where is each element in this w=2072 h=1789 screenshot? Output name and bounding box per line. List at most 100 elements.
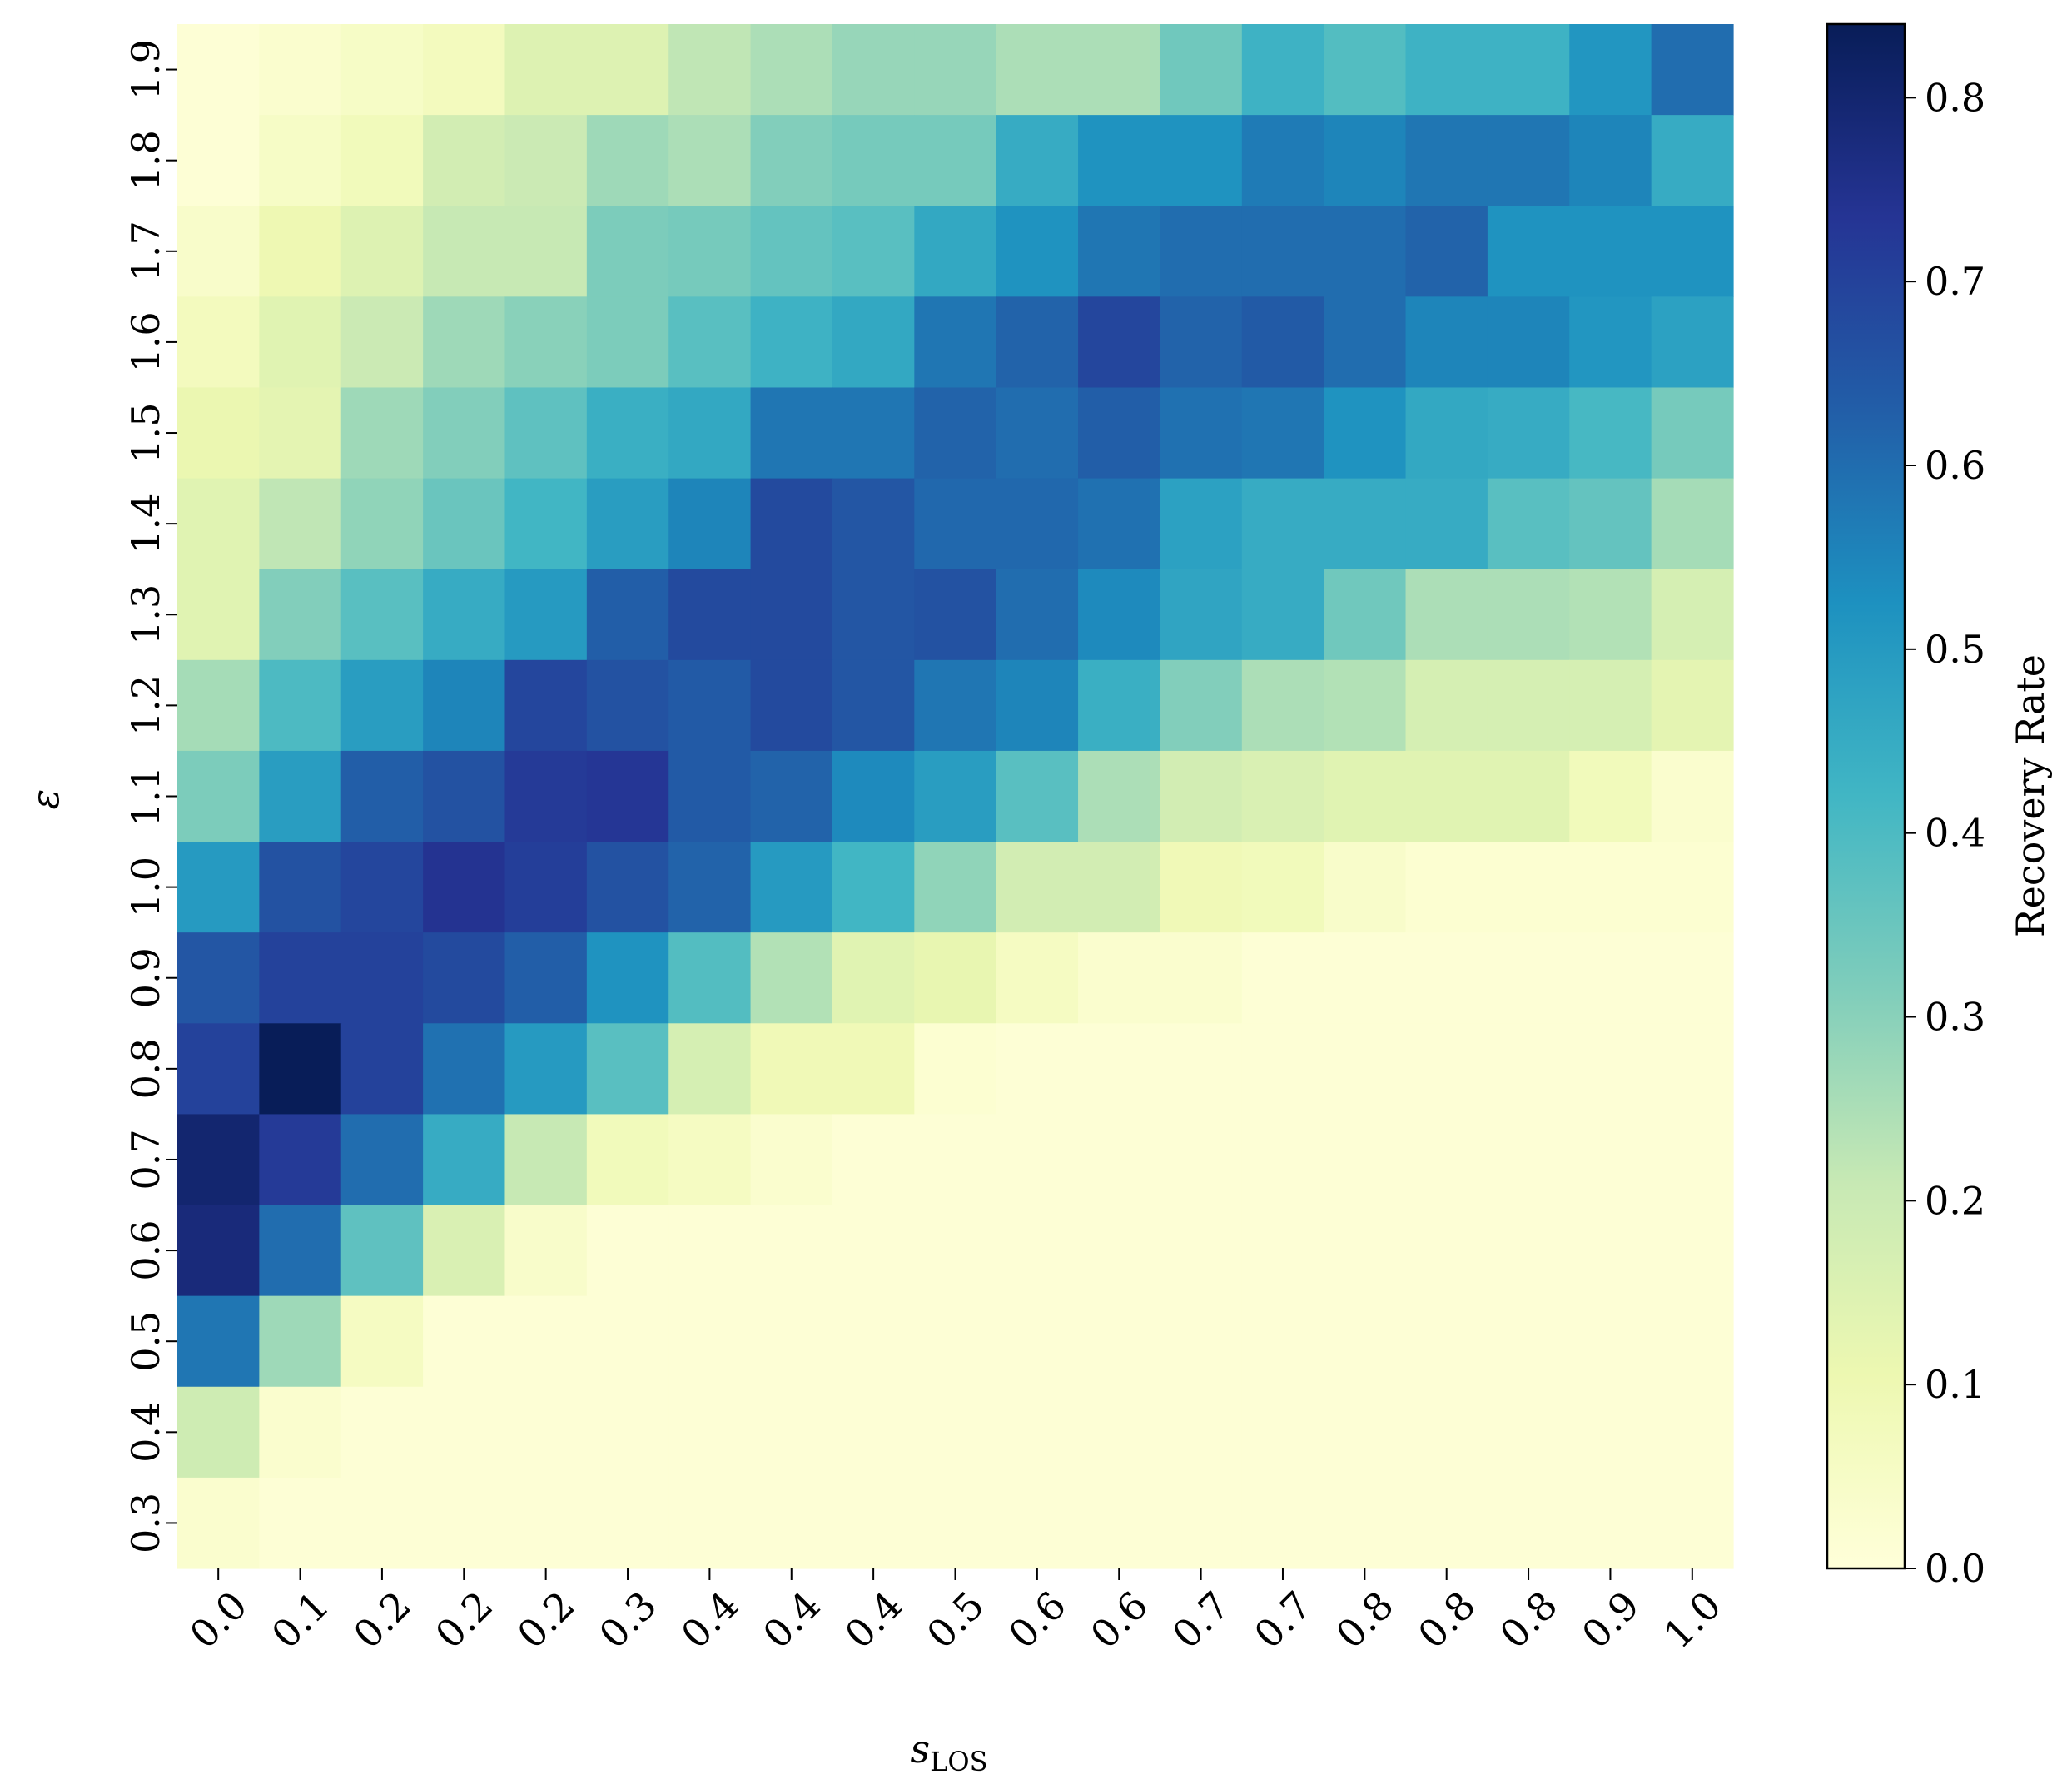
heatmap-cell	[1569, 1205, 1652, 1297]
heatmap-cell	[340, 206, 424, 297]
heatmap-cell	[1651, 206, 1734, 297]
heatmap-cell	[340, 1023, 424, 1116]
heatmap-cell	[750, 478, 833, 570]
heatmap-cell	[668, 1477, 752, 1569]
heatmap-cell	[1569, 478, 1652, 570]
heatmap-cell	[1078, 1477, 1161, 1569]
y-tick-label: 1.7	[123, 221, 168, 281]
heatmap-cell	[259, 478, 342, 570]
heatmap-cell	[1078, 1386, 1161, 1478]
heatmap-cell	[177, 659, 260, 752]
heatmap-cell	[750, 569, 833, 661]
heatmap-cell	[1487, 206, 1570, 297]
heatmap-cell	[914, 750, 997, 842]
heatmap-cell	[1160, 1295, 1243, 1388]
heatmap-cell	[1487, 1477, 1570, 1569]
heatmap-cell	[1160, 569, 1243, 661]
heatmap-cell	[1241, 842, 1324, 933]
heatmap-cell	[1241, 115, 1324, 206]
heatmap-cell	[423, 750, 506, 842]
heatmap-cell	[1405, 478, 1488, 570]
heatmap-cell	[177, 24, 260, 116]
heatmap-cell	[504, 296, 588, 389]
heatmap-cell	[259, 750, 342, 842]
heatmap-cell	[1241, 932, 1324, 1024]
heatmap-cell	[668, 1205, 752, 1297]
heatmap-cell	[1569, 1114, 1652, 1206]
heatmap-cell	[750, 24, 833, 116]
heatmap-cell	[1487, 296, 1570, 389]
heatmap-cell	[1405, 24, 1488, 116]
heatmap-cell	[832, 1295, 915, 1388]
heatmap-cell	[1405, 1477, 1488, 1569]
y-tick-label: 0.9	[123, 947, 168, 1008]
heatmap-cell	[1160, 932, 1243, 1024]
heatmap-cell	[750, 387, 833, 480]
heatmap-cell	[1569, 932, 1652, 1024]
heatmap-cell	[1078, 569, 1161, 661]
heatmap-cell	[668, 1386, 752, 1478]
heatmap-cell	[504, 932, 588, 1024]
heatmap-cell	[914, 1386, 997, 1478]
heatmap-cell	[1241, 1114, 1324, 1206]
heatmap-cell	[832, 569, 915, 661]
colorbar-tick-label: 0.0	[1925, 1546, 1985, 1591]
x-tick-label: 0.7	[1245, 1583, 1320, 1657]
heatmap-cell	[177, 842, 260, 933]
heatmap-cell	[1487, 932, 1570, 1024]
heatmap-cell	[750, 659, 833, 752]
heatmap-cell	[914, 24, 997, 116]
heatmap-cell	[423, 1477, 506, 1569]
heatmap-cell	[1160, 1477, 1243, 1569]
y-tick-label: 1.0	[123, 857, 168, 917]
heatmap-cell	[504, 1205, 588, 1297]
heatmap-cell	[1078, 932, 1161, 1024]
heatmap-cell	[423, 478, 506, 570]
heatmap-cell	[996, 387, 1079, 480]
heatmap-cell	[1487, 1386, 1570, 1478]
heatmap-cell	[1487, 659, 1570, 752]
x-tick-label: 0.7	[1164, 1583, 1239, 1657]
heatmap-cell	[177, 750, 260, 842]
heatmap-cell	[914, 1205, 997, 1297]
heatmap-cell	[914, 569, 997, 661]
heatmap-cell	[1487, 569, 1570, 661]
heatmap-cell	[1569, 206, 1652, 297]
heatmap-cell	[1569, 842, 1652, 933]
heatmap-cell	[996, 206, 1079, 297]
heatmap-cell	[668, 1295, 752, 1388]
heatmap-cell	[750, 932, 833, 1024]
heatmap-cell	[504, 1023, 588, 1116]
heatmap-cell	[1078, 115, 1161, 206]
heatmap-cell	[586, 1386, 669, 1478]
heatmap-cell	[586, 750, 669, 842]
heatmap-cell	[1324, 478, 1407, 570]
heatmap-cell	[996, 932, 1079, 1024]
heatmap-cell	[668, 932, 752, 1024]
heatmap-cell	[1241, 659, 1324, 752]
heatmap-cell	[1324, 1023, 1407, 1116]
x-tick-label: 0.2	[426, 1583, 501, 1657]
colorbar: 0.0 0.1 0.2 0.3 0.4 0.5 0.6 0.7 0.8 Recovery Rat…	[1826, 22, 2053, 1591]
heatmap-cell	[259, 206, 342, 297]
heatmap-cell	[1078, 1205, 1161, 1297]
heatmap-cell	[832, 206, 915, 297]
heatmap-cell	[586, 1205, 669, 1297]
heatmap-cell	[1078, 24, 1161, 116]
heatmap-cell	[340, 1114, 424, 1206]
heatmap-cell	[1405, 387, 1488, 480]
heatmap-cell	[1241, 1477, 1324, 1569]
y-tick-label: 1.4	[123, 494, 168, 554]
heatmap-cell	[750, 296, 833, 389]
heatmap-cell	[259, 115, 342, 206]
heatmap-cell	[750, 1386, 833, 1478]
x-tick-label: 0.2	[345, 1583, 420, 1657]
heatmap-cell	[177, 1205, 260, 1297]
x-tick-label: 0.6	[1081, 1583, 1156, 1657]
heatmap-cell	[832, 1114, 915, 1206]
heatmap-cell	[1078, 750, 1161, 842]
heatmap-cell	[1405, 1386, 1488, 1478]
heatmap-cell	[1405, 842, 1488, 933]
heatmap-cell	[177, 569, 260, 661]
heatmap-cell	[259, 296, 342, 389]
